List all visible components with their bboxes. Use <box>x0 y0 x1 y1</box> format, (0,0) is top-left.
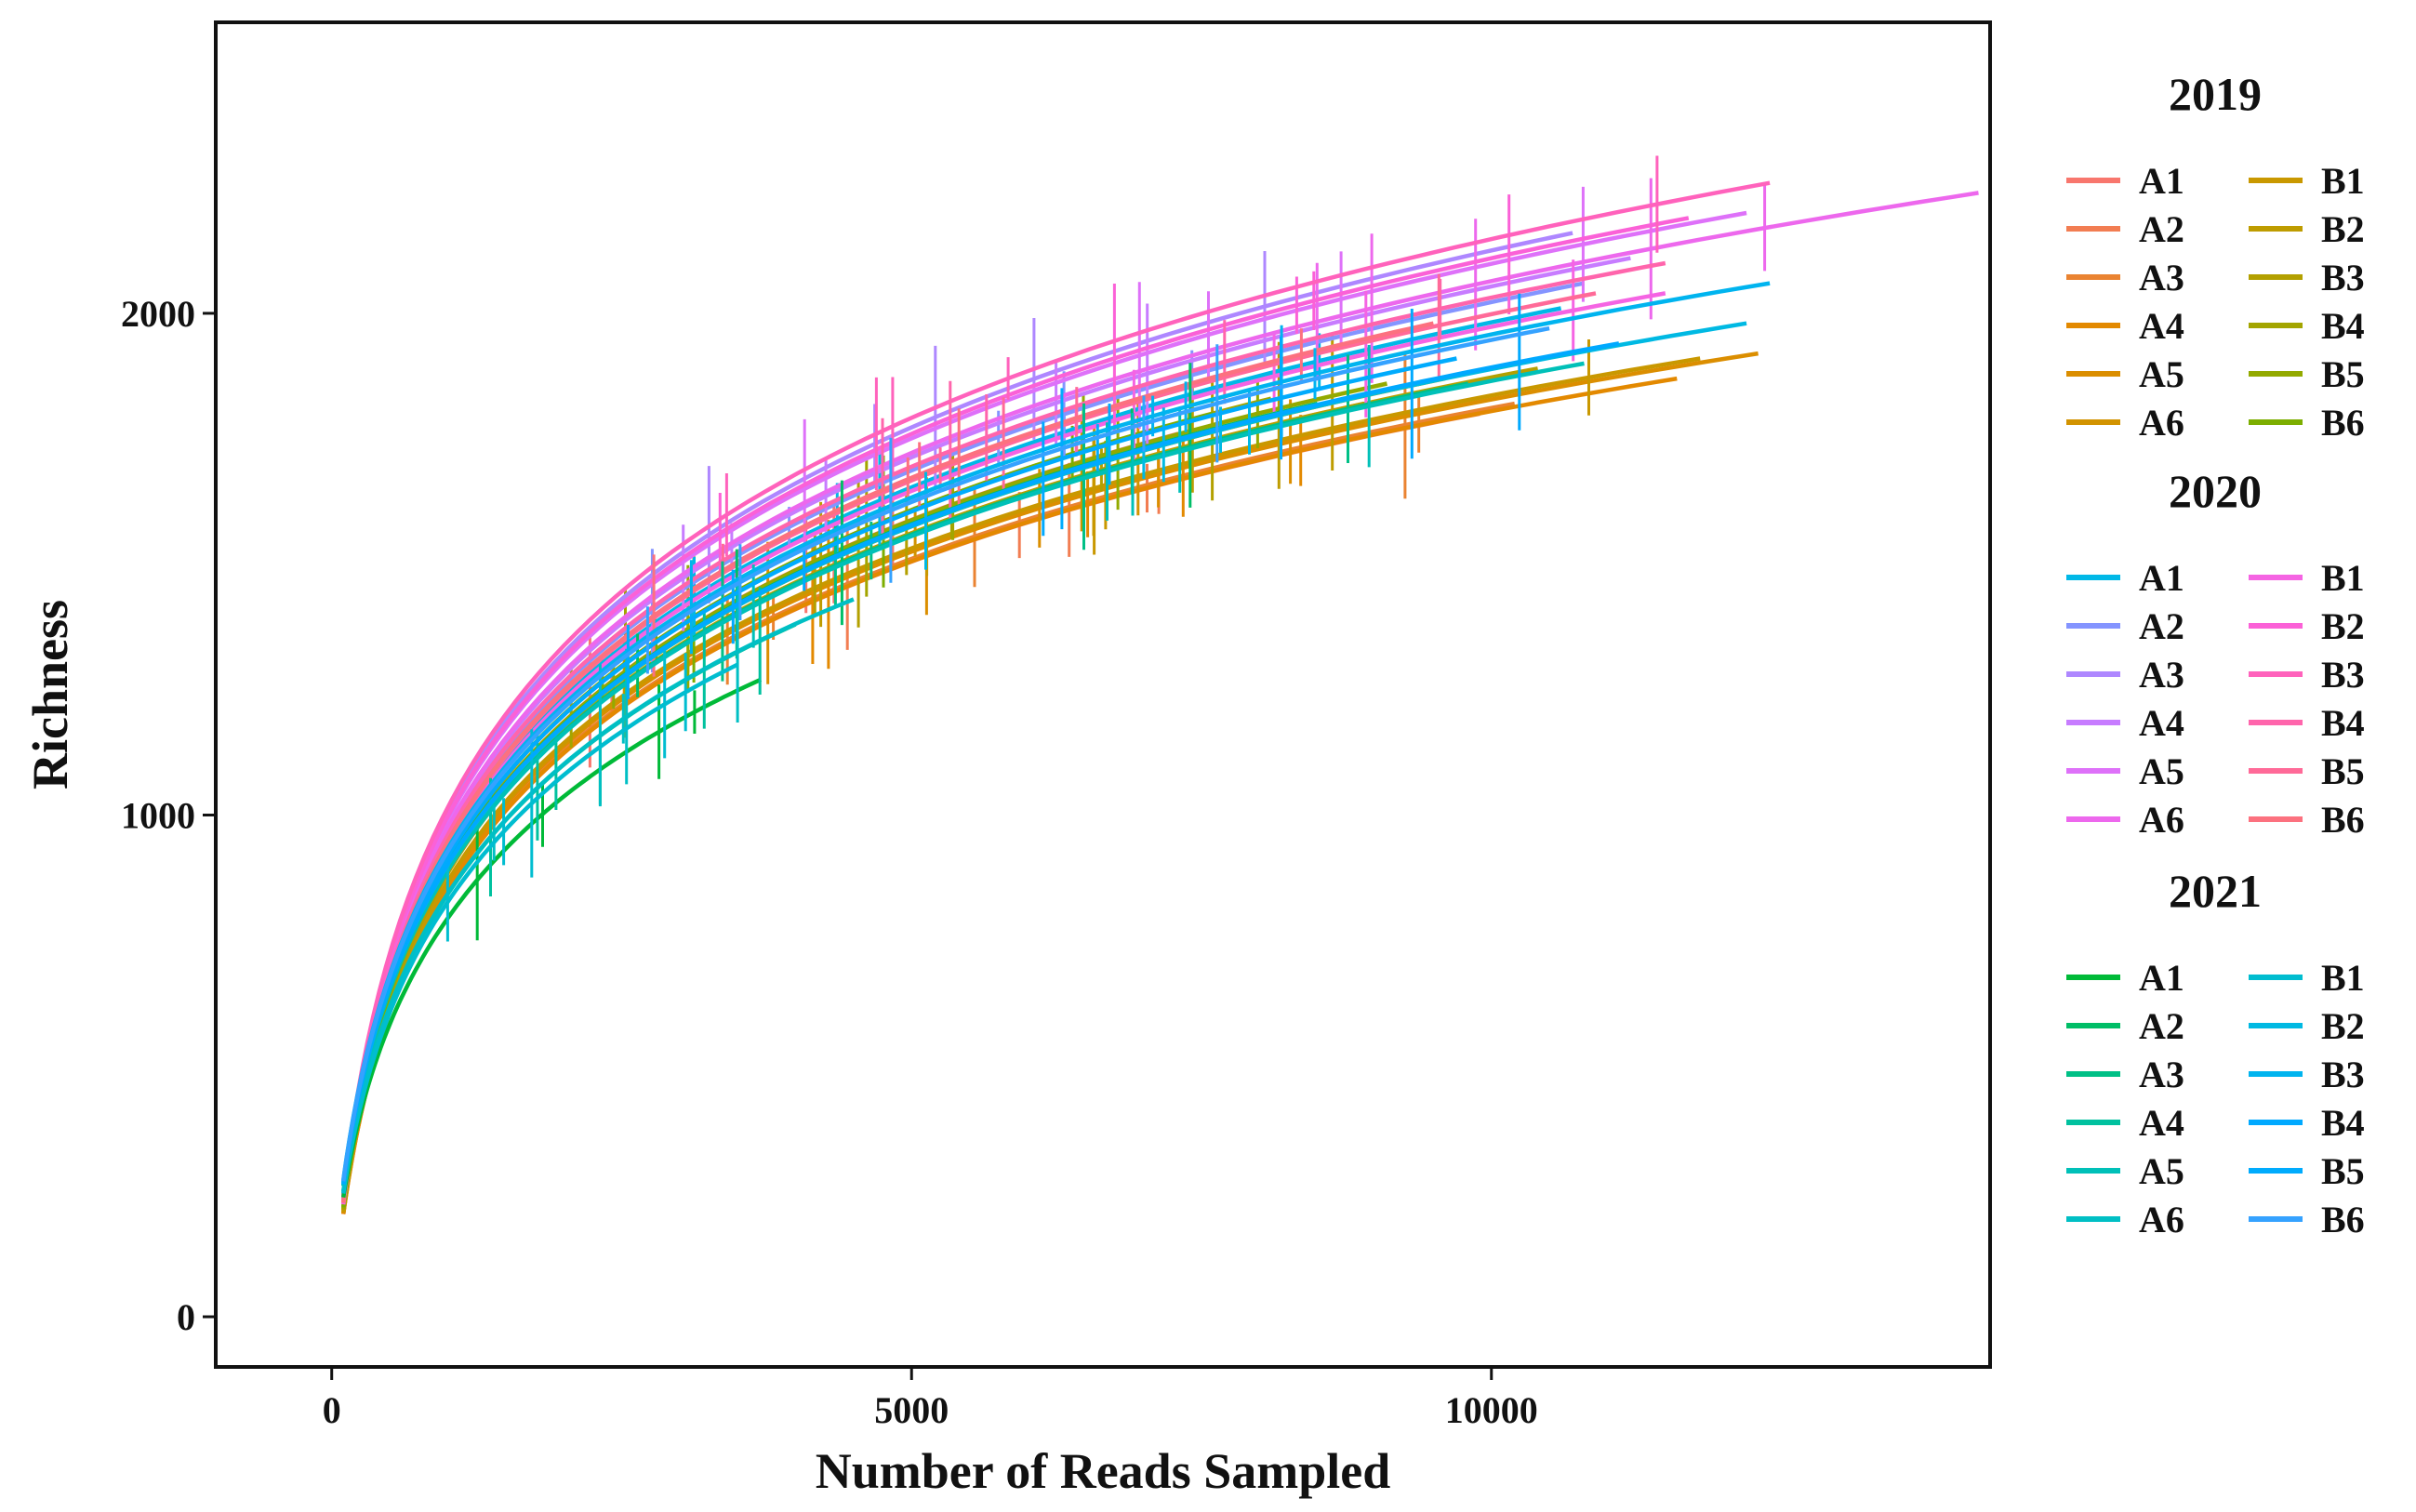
legend-group-2019: 2019 A1 A2 A3 A4 A5 A6 B1 B2 B3 B4 B5 B6 <box>2066 68 2365 444</box>
legend-label: B5 <box>2321 1150 2365 1192</box>
x-tick-label: 5000 <box>874 1389 949 1431</box>
legend-label: B6 <box>2321 799 2365 841</box>
legend-label: B2 <box>2321 208 2365 250</box>
legend-label: A1 <box>2139 557 2184 599</box>
legend-label: B5 <box>2321 750 2365 792</box>
legend-layer: 2019 A1 A2 A3 A4 A5 A6 B1 B2 B3 B4 B5 B6 2020 A1 A2 A3 A4… <box>2066 68 2365 1240</box>
legend-label: B4 <box>2321 305 2365 347</box>
legend-label: B4 <box>2321 1102 2365 1144</box>
legend-label: A1 <box>2139 957 2184 999</box>
legend-label: B6 <box>2321 402 2365 444</box>
rarefaction-curve-2021-A1 <box>340 677 763 1199</box>
legend-label: B3 <box>2321 1054 2365 1095</box>
y-tick-label: 1000 <box>121 794 195 836</box>
legend-label: A6 <box>2139 799 2184 841</box>
plot-panel-border <box>214 20 1992 1369</box>
legend-label: A3 <box>2139 654 2184 696</box>
rarefaction-curve-2021-B1 <box>340 662 739 1194</box>
legend-label: A2 <box>2139 1005 2184 1047</box>
legend-label: A2 <box>2139 605 2184 647</box>
legend-label: B1 <box>2321 557 2365 599</box>
legend-label: A4 <box>2139 702 2184 744</box>
legend-title: 2019 <box>2169 68 2262 120</box>
x-tick-label: 0 <box>323 1389 341 1431</box>
legend-label: A5 <box>2139 1150 2184 1192</box>
y-tick-label: 2000 <box>121 293 195 335</box>
y-tick-label: 0 <box>177 1296 195 1338</box>
legend-label: A6 <box>2139 402 2184 444</box>
rarefaction-curve-2019-B1 <box>340 356 1701 1213</box>
rarefaction-curve-2020-B4 <box>340 260 1666 1201</box>
legend-label: B3 <box>2321 257 2365 298</box>
y-axis-title: Richness <box>22 600 78 789</box>
legend-label: A4 <box>2139 1102 2184 1144</box>
legend-label: A5 <box>2139 353 2184 395</box>
legend-label: B3 <box>2321 654 2365 696</box>
legend-label: A2 <box>2139 208 2184 250</box>
legend-label: A3 <box>2139 1054 2184 1095</box>
legend-label: B5 <box>2321 353 2365 395</box>
legend-label: A6 <box>2139 1199 2184 1240</box>
legend-label: B2 <box>2321 1005 2365 1047</box>
legend-title: 2021 <box>2169 865 2262 917</box>
legend-label: B4 <box>2321 702 2365 744</box>
x-tick-label: 10000 <box>1445 1389 1538 1431</box>
legend-group-2021: 2021 A1 A2 A3 A4 A5 A6 B1 B2 B3 B4 B5 B6 <box>2066 865 2365 1240</box>
legend-label: A4 <box>2139 305 2184 347</box>
legend-group-2020: 2020 A1 A2 A3 A4 A5 A6 B1 B2 B3 B4 B5 B6 <box>2066 465 2365 841</box>
legend-label: B2 <box>2321 605 2365 647</box>
rarefaction-curve-2020-B2 <box>340 216 1690 1198</box>
legend-label: A1 <box>2139 160 2184 202</box>
series-layer <box>340 155 1979 1214</box>
rarefaction-curve-2021-B4 <box>340 341 1620 1186</box>
axes-layer: 0 5000 10000 0 1000 2000 Number of Reads Sampl… <box>22 20 1992 1499</box>
legend-label: B6 <box>2321 1199 2365 1240</box>
x-axis-title: Number of Reads Sampled <box>816 1443 1391 1499</box>
legend-label: A3 <box>2139 257 2184 298</box>
legend-title: 2020 <box>2169 465 2262 517</box>
rarefaction-curve-2020-B3 <box>340 180 1771 1195</box>
legend-label: A5 <box>2139 750 2184 792</box>
legend-label: B1 <box>2321 160 2365 202</box>
legend-label: B1 <box>2321 957 2365 999</box>
